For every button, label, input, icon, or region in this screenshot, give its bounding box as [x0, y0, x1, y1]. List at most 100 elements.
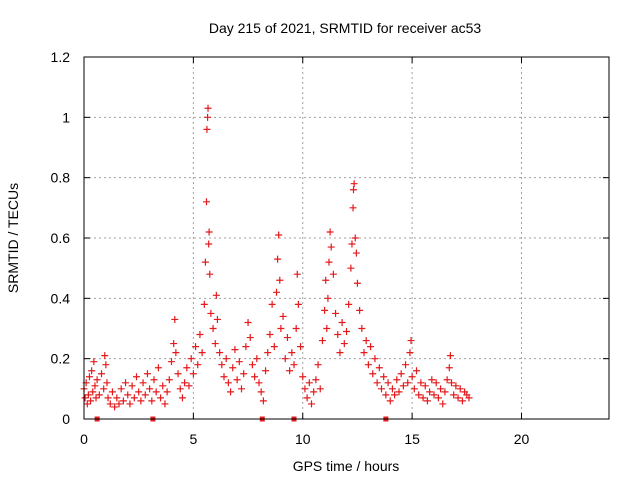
- data-point: [301, 385, 309, 393]
- data-point: [150, 376, 158, 384]
- data-point: [430, 391, 438, 399]
- data-point: [397, 370, 405, 378]
- data-point: [244, 318, 252, 326]
- data-point: [434, 394, 442, 402]
- data-point: [443, 376, 451, 384]
- data-point: [148, 397, 156, 405]
- data-point: [345, 300, 353, 308]
- data-point: [324, 294, 332, 302]
- data-point: [393, 376, 401, 384]
- data-point: [362, 337, 370, 345]
- data-point: [88, 367, 96, 375]
- data-point: [255, 379, 263, 387]
- x-tick-label: 20: [514, 431, 530, 447]
- data-point: [154, 364, 162, 372]
- data-point: [143, 370, 151, 378]
- data-point: [384, 379, 392, 387]
- data-point: [203, 198, 210, 206]
- data-point: [338, 318, 346, 326]
- data-point: [172, 349, 180, 357]
- data-point: [288, 349, 296, 357]
- data-point: [201, 258, 209, 266]
- data-point: [189, 370, 197, 378]
- data-point: [316, 385, 324, 393]
- data-point: [146, 385, 154, 393]
- data-point: [452, 382, 460, 390]
- data-point: [268, 300, 276, 308]
- data-point: [417, 379, 425, 387]
- data-point: [322, 276, 330, 284]
- data-point: [264, 349, 272, 357]
- data-point: [310, 388, 318, 396]
- data-point: [137, 397, 145, 405]
- data-point: [233, 376, 241, 384]
- y-tick-label: 1: [62, 109, 70, 125]
- data-point: [222, 355, 230, 363]
- data-point: [388, 385, 396, 393]
- data-point: [87, 397, 95, 405]
- data-point: [334, 331, 342, 339]
- data-point: [441, 388, 449, 396]
- data-point: [104, 394, 112, 402]
- data-point: [248, 361, 256, 369]
- data-point: [85, 373, 93, 381]
- data-point: [456, 385, 464, 393]
- data-point: [340, 340, 348, 348]
- data-point: [408, 373, 416, 381]
- data-point: [218, 361, 226, 369]
- data-point: [281, 355, 289, 363]
- data-point: [235, 358, 243, 366]
- data-point: [196, 331, 204, 339]
- data-point: [371, 355, 379, 363]
- data-point: [159, 382, 167, 390]
- y-tick-label: 0.8: [51, 170, 71, 186]
- data-point: [325, 258, 333, 266]
- data-point: [356, 306, 364, 314]
- data-point: [421, 382, 429, 390]
- data-point: [305, 379, 313, 387]
- x-tick-label: 15: [404, 431, 420, 447]
- data-point: [458, 397, 466, 405]
- y-axis-title: SRMTID / TECUs: [5, 183, 21, 293]
- chart-title: Day 215 of 2021, SRMTID for receiver ac5…: [209, 20, 482, 36]
- data-point: [122, 379, 130, 387]
- data-point: [212, 291, 220, 299]
- data-point: [391, 391, 399, 399]
- data-point: [117, 385, 125, 393]
- data-point: [348, 240, 356, 248]
- data-point: [211, 340, 219, 348]
- data-point: [259, 397, 267, 405]
- data-point: [207, 309, 215, 317]
- data-point: [266, 331, 274, 339]
- data-point: [133, 373, 140, 381]
- data-point: [273, 288, 280, 296]
- data-point: [286, 367, 294, 375]
- data-point: [108, 388, 116, 396]
- data-point: [206, 270, 214, 278]
- data-point: [185, 382, 193, 390]
- data-point: [203, 125, 211, 133]
- data-point: [353, 279, 361, 287]
- y-tick-label: 0.6: [51, 230, 71, 246]
- data-point: [410, 385, 418, 393]
- y-tick-label: 0.2: [51, 351, 71, 367]
- data-point: [92, 394, 100, 402]
- y-tick-label: 0: [62, 411, 70, 427]
- data-point: [327, 243, 335, 251]
- data-point: [246, 334, 254, 342]
- data-point: [367, 343, 375, 351]
- data-point: [290, 361, 298, 369]
- data-point: [171, 315, 179, 323]
- data-point: [119, 397, 127, 405]
- data-point: [251, 373, 259, 381]
- data-point: [275, 231, 283, 239]
- data-point: [205, 240, 213, 248]
- data-point: [220, 373, 228, 381]
- data-point: [187, 355, 195, 363]
- data-point: [326, 228, 334, 236]
- data-point: [204, 104, 212, 112]
- data-point: [375, 364, 383, 372]
- data-point: [426, 388, 434, 396]
- data-point: [294, 300, 302, 308]
